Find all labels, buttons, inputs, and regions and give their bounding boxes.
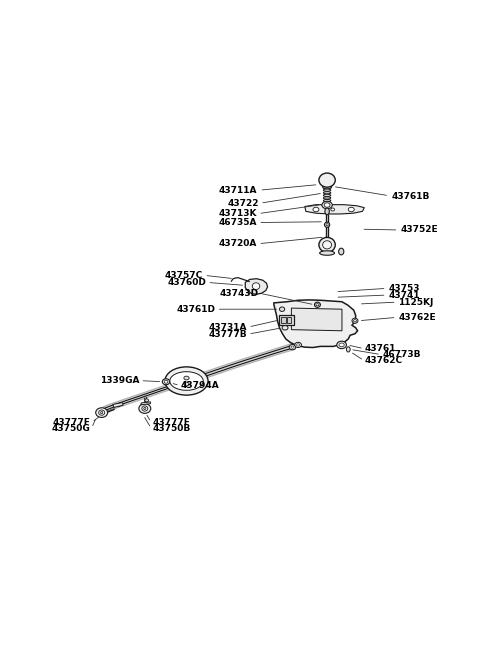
Ellipse shape bbox=[324, 222, 330, 227]
Polygon shape bbox=[305, 204, 364, 214]
Ellipse shape bbox=[164, 381, 168, 383]
Ellipse shape bbox=[279, 307, 285, 311]
Ellipse shape bbox=[348, 207, 354, 212]
Ellipse shape bbox=[338, 248, 344, 255]
Text: 1339GA: 1339GA bbox=[100, 376, 139, 385]
Ellipse shape bbox=[100, 411, 103, 414]
Text: 43720A: 43720A bbox=[219, 239, 257, 248]
Text: 43777F: 43777F bbox=[53, 418, 91, 427]
Ellipse shape bbox=[322, 201, 332, 209]
Text: 43762E: 43762E bbox=[398, 313, 436, 322]
Ellipse shape bbox=[339, 343, 344, 346]
Ellipse shape bbox=[139, 403, 151, 413]
Polygon shape bbox=[274, 300, 358, 348]
Text: 43741: 43741 bbox=[388, 291, 420, 299]
Ellipse shape bbox=[252, 283, 260, 290]
Polygon shape bbox=[291, 308, 342, 331]
Ellipse shape bbox=[313, 207, 319, 212]
Ellipse shape bbox=[324, 189, 331, 191]
Text: 43731A: 43731A bbox=[209, 322, 247, 331]
Ellipse shape bbox=[314, 302, 321, 307]
Ellipse shape bbox=[324, 192, 331, 194]
Ellipse shape bbox=[347, 346, 350, 352]
Ellipse shape bbox=[324, 195, 331, 196]
Ellipse shape bbox=[96, 408, 108, 417]
Polygon shape bbox=[113, 403, 123, 407]
Ellipse shape bbox=[319, 173, 335, 187]
Ellipse shape bbox=[142, 406, 148, 411]
Ellipse shape bbox=[184, 376, 189, 380]
Text: 43713K: 43713K bbox=[219, 209, 257, 218]
Ellipse shape bbox=[323, 241, 332, 249]
Text: 43777B: 43777B bbox=[208, 329, 247, 339]
Text: 43777F: 43777F bbox=[152, 418, 190, 427]
Ellipse shape bbox=[353, 320, 357, 322]
Ellipse shape bbox=[184, 382, 189, 386]
Bar bbox=[279, 315, 294, 325]
Ellipse shape bbox=[320, 251, 335, 255]
Text: 43762C: 43762C bbox=[365, 356, 403, 365]
Ellipse shape bbox=[319, 237, 335, 252]
Ellipse shape bbox=[117, 403, 120, 407]
Text: 43761B: 43761B bbox=[391, 192, 430, 200]
Ellipse shape bbox=[297, 344, 300, 346]
Text: 43743D: 43743D bbox=[219, 289, 258, 298]
Text: 43750G: 43750G bbox=[52, 424, 91, 433]
Ellipse shape bbox=[316, 304, 319, 306]
Text: 43760D: 43760D bbox=[168, 278, 206, 287]
Ellipse shape bbox=[331, 208, 335, 211]
Ellipse shape bbox=[170, 371, 203, 390]
Text: 43750B: 43750B bbox=[152, 424, 191, 433]
Polygon shape bbox=[141, 402, 150, 405]
Ellipse shape bbox=[352, 318, 358, 324]
Ellipse shape bbox=[162, 379, 170, 384]
Ellipse shape bbox=[324, 203, 330, 207]
Ellipse shape bbox=[282, 326, 288, 330]
Ellipse shape bbox=[295, 343, 301, 348]
Bar bbox=[281, 316, 286, 324]
Text: 43722: 43722 bbox=[228, 198, 259, 208]
Text: 46735A: 46735A bbox=[219, 218, 257, 227]
Ellipse shape bbox=[337, 341, 347, 348]
Ellipse shape bbox=[325, 208, 329, 215]
Text: 1125KJ: 1125KJ bbox=[398, 297, 434, 307]
Ellipse shape bbox=[323, 185, 332, 189]
Text: 43794A: 43794A bbox=[181, 381, 220, 390]
Text: 43761D: 43761D bbox=[177, 305, 216, 314]
Ellipse shape bbox=[291, 346, 294, 348]
Text: 43753: 43753 bbox=[388, 284, 420, 293]
Bar bbox=[287, 316, 291, 324]
Text: 46773B: 46773B bbox=[383, 350, 421, 359]
Text: 43757C: 43757C bbox=[165, 271, 203, 280]
Ellipse shape bbox=[99, 410, 105, 415]
Ellipse shape bbox=[324, 197, 331, 199]
Ellipse shape bbox=[145, 399, 148, 402]
Ellipse shape bbox=[326, 223, 328, 226]
Polygon shape bbox=[245, 278, 267, 294]
Ellipse shape bbox=[165, 367, 208, 395]
Ellipse shape bbox=[324, 200, 331, 202]
Text: 43752E: 43752E bbox=[400, 225, 438, 234]
Ellipse shape bbox=[144, 407, 146, 409]
Text: 43761: 43761 bbox=[365, 344, 396, 353]
Text: 43711A: 43711A bbox=[219, 185, 257, 195]
Ellipse shape bbox=[289, 345, 296, 350]
